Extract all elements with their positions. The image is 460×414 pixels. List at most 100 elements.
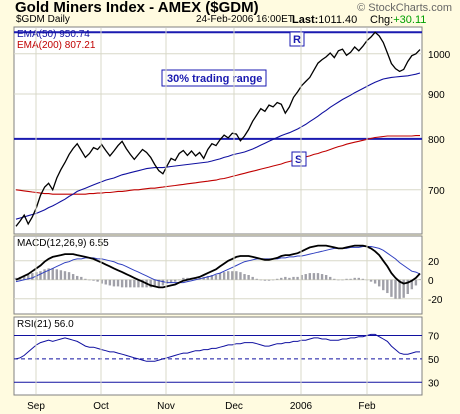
rsi-series bbox=[15, 333, 420, 362]
macd-hist-bar bbox=[133, 279, 136, 288]
macd-hist-bar bbox=[112, 279, 116, 287]
chg-value: +30.11 bbox=[393, 14, 427, 26]
macd-hist-bar bbox=[104, 279, 107, 285]
macd-hist-bar bbox=[59, 270, 63, 280]
macd-hist-bar bbox=[47, 268, 50, 280]
macd-hist-bar bbox=[235, 271, 238, 280]
price-y-tick-label: 900 bbox=[428, 90, 445, 101]
macd-hist-bar bbox=[218, 273, 222, 280]
macd-hist-bar bbox=[124, 279, 128, 288]
macd-hist-bar bbox=[324, 275, 328, 280]
macd-hist-bar bbox=[304, 274, 307, 280]
macd-hist-bar bbox=[349, 278, 352, 280]
macd-hist-bar bbox=[51, 268, 54, 280]
macd-hist-bar bbox=[271, 279, 275, 281]
macd-hist-bar bbox=[222, 272, 226, 280]
support-label-box bbox=[291, 151, 307, 167]
macd-hist-bar bbox=[210, 275, 214, 280]
macd-hist-bar bbox=[361, 278, 365, 280]
price-y-axis: 700 800 900 1000 bbox=[428, 50, 451, 197]
macd-hist-bar bbox=[149, 279, 152, 288]
price-series bbox=[14, 31, 422, 227]
macd-hist-bar bbox=[141, 279, 144, 288]
macd-hist-bar bbox=[382, 279, 385, 291]
macd-title: MACD(12,26,9) 6.55 bbox=[17, 238, 109, 249]
macd-hist-bar bbox=[275, 278, 279, 280]
change-value: Chg:+30.11 bbox=[370, 14, 426, 26]
macd-hist-bar bbox=[186, 277, 189, 280]
macd-hist-bar bbox=[84, 278, 87, 280]
macd-hist-bar bbox=[255, 278, 258, 280]
macd-hist-bar bbox=[169, 279, 173, 283]
range-annotation: 30% trading range bbox=[167, 73, 262, 85]
macd-hist-bar bbox=[27, 275, 30, 280]
macd-hist-bar bbox=[214, 275, 218, 280]
date-label: 24-Feb-2006 16:00ET bbox=[196, 14, 294, 25]
macd-hist-bar bbox=[308, 273, 312, 280]
price-line bbox=[15, 31, 421, 227]
last-label: Last: bbox=[292, 14, 319, 26]
last-price: Last:1011.40 bbox=[292, 14, 357, 26]
macd-hist-bar bbox=[402, 279, 405, 298]
macd-hist-bar bbox=[227, 271, 230, 280]
rsi-title: RSI(21) 56.0 bbox=[17, 319, 74, 330]
rsi-y-axis: 70 50 30 bbox=[428, 332, 440, 390]
price-y-tick-label: 1000 bbox=[428, 50, 451, 61]
macd-hist-bar bbox=[22, 275, 26, 280]
macd-hist-bar bbox=[345, 278, 348, 280]
macd-hist-bar bbox=[182, 277, 185, 280]
macd-y-tick-label: -20 bbox=[428, 295, 443, 306]
macd-hist-bar bbox=[300, 275, 303, 280]
macd-hist-bar bbox=[312, 273, 316, 280]
ema50-line bbox=[15, 72, 421, 220]
macd-hist-bar bbox=[369, 279, 373, 282]
macd-hist-bar bbox=[80, 276, 83, 280]
rsi-y-tick-label: 70 bbox=[428, 332, 440, 343]
symbol-label: $GDM Daily bbox=[16, 14, 70, 25]
macd-series bbox=[15, 244, 421, 289]
rsi-bands bbox=[14, 335, 422, 383]
rsi-y-tick-label: 50 bbox=[428, 355, 440, 366]
macd-hist-bar bbox=[67, 272, 71, 280]
macd-hist-bar bbox=[92, 279, 95, 281]
macd-y-axis: 20 0 -20 bbox=[428, 257, 443, 306]
macd-hist-bar bbox=[386, 279, 389, 294]
macd-hist-bar bbox=[100, 279, 103, 284]
chg-label: Chg: bbox=[370, 14, 394, 26]
macd-hist-bar bbox=[108, 279, 112, 286]
macd-hist-bar bbox=[178, 279, 181, 281]
macd-hist-bar bbox=[239, 272, 242, 280]
macd-hist-bar bbox=[231, 271, 234, 280]
macd-hist-bar bbox=[161, 279, 165, 286]
macd-y-tick-label: 20 bbox=[428, 257, 440, 268]
chart-title: Gold Miners Index - AMEX ($GDM) bbox=[15, 0, 259, 16]
macd-hist-bar bbox=[267, 279, 271, 281]
macd-hist-bar bbox=[63, 271, 67, 280]
legend-ema50: EMA(50) 950.74 bbox=[17, 29, 90, 40]
macd-hist-bar bbox=[337, 279, 340, 281]
macd-hist-bar bbox=[243, 274, 246, 280]
macd-hist-bar bbox=[165, 279, 169, 284]
range-annotation-box bbox=[161, 69, 267, 87]
macd-hist-bar bbox=[329, 276, 332, 280]
ema200-line bbox=[15, 135, 420, 195]
macd-y-tick-label: 0 bbox=[428, 276, 434, 287]
macd-hist-bar bbox=[71, 274, 75, 280]
macd-hist-bar bbox=[55, 269, 59, 280]
macd-signal-line bbox=[15, 246, 421, 284]
rsi-line bbox=[15, 333, 420, 362]
macd-hist-bar bbox=[333, 278, 336, 280]
macd-hist-bar bbox=[398, 279, 401, 299]
x-tick-label: Feb bbox=[358, 401, 376, 412]
x-tick-label: Nov bbox=[157, 401, 175, 412]
macd-hist-bar bbox=[296, 276, 299, 280]
macd-hist-bar bbox=[390, 279, 393, 297]
price-y-tick-label: 800 bbox=[428, 135, 445, 146]
price-panel bbox=[13, 26, 423, 235]
macd-hist-bar bbox=[406, 279, 409, 294]
support-label: S bbox=[295, 154, 302, 166]
rsi-panel bbox=[13, 316, 423, 396]
macd-hist-bar bbox=[173, 279, 177, 282]
x-tick-label: 2006 bbox=[290, 401, 313, 412]
